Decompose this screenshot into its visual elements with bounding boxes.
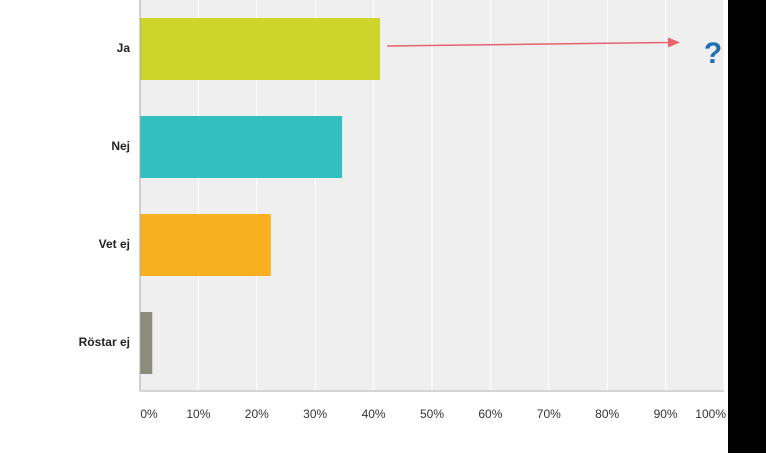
x-tick-label: 10% <box>186 407 210 421</box>
category-label: Röstar ej <box>79 335 130 349</box>
annotation-arrow <box>386 41 671 47</box>
x-tick-label: 90% <box>654 407 678 421</box>
category-label: Nej <box>111 139 130 153</box>
x-tick-label: 0% <box>140 407 158 421</box>
x-tick-label: 80% <box>595 407 619 421</box>
black-edge <box>728 0 766 453</box>
bar <box>140 312 153 374</box>
x-tick-label: 50% <box>420 407 444 421</box>
x-tick-label: 100% <box>695 407 726 421</box>
x-tick-label: 60% <box>478 407 502 421</box>
category-label: Vet ej <box>99 237 130 251</box>
bar <box>140 18 381 80</box>
annotation: ? <box>704 37 722 70</box>
annotation-arrowhead <box>668 37 680 48</box>
x-tick-label: 70% <box>537 407 561 421</box>
x-tick-label: 40% <box>362 407 386 421</box>
category-label: Ja <box>117 41 131 55</box>
x-tick-label: 20% <box>245 407 269 421</box>
x-tick-label: 30% <box>303 407 327 421</box>
bar <box>140 214 271 276</box>
bar <box>140 116 343 178</box>
